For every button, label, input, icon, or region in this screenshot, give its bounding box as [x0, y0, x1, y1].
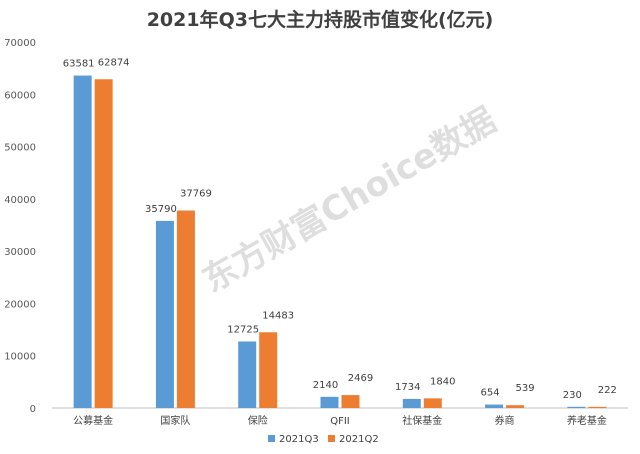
- data-label-2021q2-1: 62874: [98, 57, 130, 68]
- category-label: QFII: [330, 416, 350, 427]
- category-labels-group: 公募基金 国家队 保险 QFII 社保基金 券商 养老基金: [73, 414, 607, 427]
- legend-swatch-2021q2: [328, 435, 335, 442]
- y-tick-label: 60000: [4, 90, 36, 101]
- y-tick-label: 10000: [4, 352, 36, 363]
- bar-2021q2-3: [259, 332, 278, 408]
- bar-2021q2-7: [588, 406, 607, 408]
- data-label-2021q2-4: 2469: [348, 373, 373, 384]
- watermark-text: 东方财富Choice数据: [196, 100, 503, 300]
- bar-2021q3-5: [402, 398, 421, 408]
- data-label-2021q3-3: 12725: [227, 324, 259, 335]
- bars-group: [73, 75, 607, 409]
- legend-label-2021q2: 2021Q2: [339, 434, 379, 445]
- bar-2021q3-4: [320, 396, 339, 408]
- data-label-2021q2-7: 222: [598, 385, 617, 396]
- y-tick-label: 30000: [4, 247, 36, 258]
- bar-2021q3-1: [73, 75, 92, 409]
- category-label: 保险: [248, 414, 268, 427]
- data-label-2021q3-2: 35790: [145, 204, 177, 215]
- data-label-2021q3-7: 230: [563, 390, 582, 401]
- bar-2021q2-1: [94, 79, 113, 409]
- data-label-2021q2-2: 37769: [180, 189, 212, 200]
- y-tick-label: 0: [30, 404, 36, 415]
- legend: 2021Q3 2021Q2: [268, 434, 379, 445]
- bar-2021q2-4: [341, 395, 360, 408]
- bar-2021q2-2: [176, 210, 195, 408]
- category-label: 公募基金: [73, 414, 113, 427]
- data-label-2021q2-5: 1840: [430, 376, 455, 387]
- chart-title: 2021年Q3七大主力持股市值变化(亿元): [147, 8, 494, 31]
- data-label-2021q3-5: 1734: [395, 382, 420, 393]
- category-label: 券商: [495, 414, 515, 427]
- bar-2021q3-3: [238, 341, 257, 408]
- data-label-2021q2-3: 14483: [262, 310, 294, 321]
- bar-2021q3-2: [155, 220, 174, 408]
- category-label: 养老基金: [567, 414, 607, 427]
- data-label-2021q3-1: 63581: [63, 59, 95, 70]
- bar-2021q2-5: [423, 398, 442, 408]
- bar-2021q3-7: [567, 406, 586, 408]
- legend-swatch-2021q3: [268, 435, 275, 442]
- category-label: 国家队: [160, 414, 190, 427]
- data-label-2021q3-6: 654: [481, 388, 500, 399]
- legend-label-2021q3: 2021Q3: [279, 434, 319, 445]
- y-tick-label: 40000: [4, 195, 36, 206]
- y-axis: 0 10000 20000 30000 40000 50000 60000 70000: [4, 38, 36, 415]
- category-label: 社保基金: [402, 414, 442, 427]
- y-tick-label: 20000: [4, 299, 36, 310]
- data-label-2021q2-6: 539: [516, 383, 535, 394]
- y-tick-label: 50000: [4, 143, 36, 154]
- y-tick-label: 70000: [4, 38, 36, 49]
- bar-2021q2-6: [506, 405, 525, 408]
- bar-2021q3-6: [485, 404, 504, 408]
- data-label-2021q3-4: 2140: [313, 380, 338, 391]
